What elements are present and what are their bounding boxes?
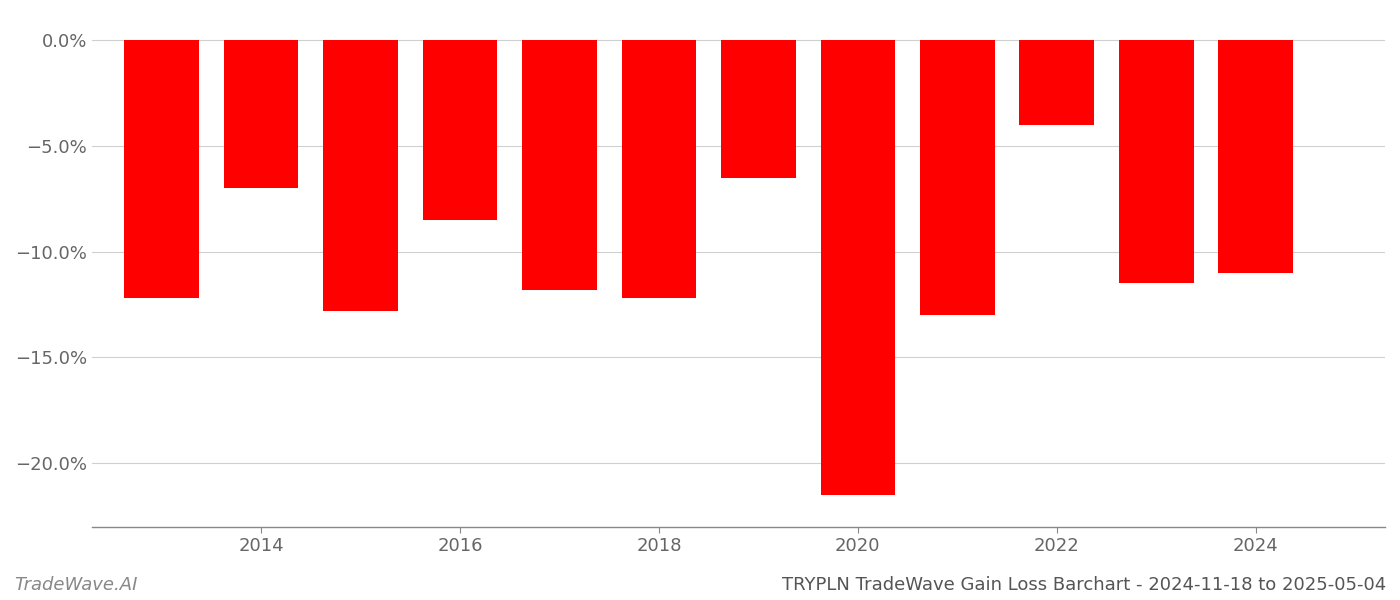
- Bar: [622, 40, 696, 298]
- Bar: [820, 40, 895, 495]
- Text: TRYPLN TradeWave Gain Loss Barchart - 2024-11-18 to 2025-05-04: TRYPLN TradeWave Gain Loss Barchart - 20…: [781, 576, 1386, 594]
- Bar: [721, 40, 795, 178]
- Bar: [1019, 40, 1093, 125]
- Bar: [1218, 40, 1294, 273]
- Text: TradeWave.AI: TradeWave.AI: [14, 576, 137, 594]
- Bar: [323, 40, 398, 311]
- Bar: [125, 40, 199, 298]
- Bar: [920, 40, 994, 315]
- Bar: [224, 40, 298, 188]
- Bar: [522, 40, 596, 290]
- Bar: [1119, 40, 1194, 283]
- Bar: [423, 40, 497, 220]
